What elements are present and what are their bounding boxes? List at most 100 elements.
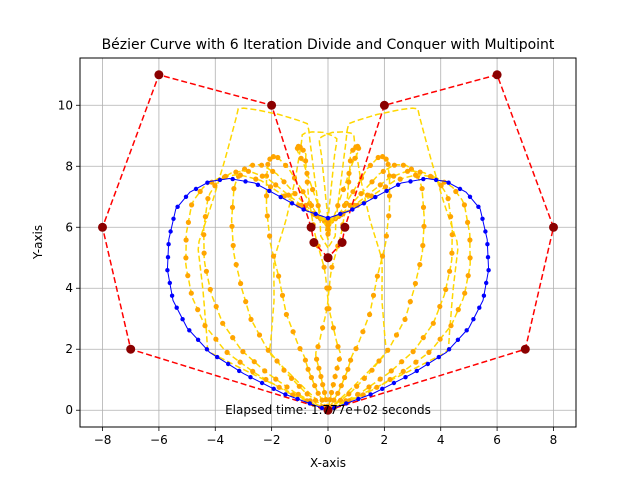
curve-point [480,216,485,221]
intermediate-point [231,186,237,192]
curve-point [289,201,295,206]
y-axis-label: Y-axis [31,225,45,260]
curve-point [195,337,201,342]
curve-point [313,211,318,217]
intermediate-point [262,368,268,374]
y-tick-label: 2 [65,342,73,356]
intermediate-point [412,280,418,287]
curve-point [248,375,253,380]
control-point [126,344,136,354]
intermediate-point [383,156,389,162]
intermediate-point [420,242,426,249]
curve-point [278,194,283,200]
intermediate-point [467,237,473,243]
intermediate-point [397,176,403,182]
intermediate-point [377,182,383,188]
curve-point [338,211,343,217]
intermediate-point [279,292,286,298]
x-tick-label: 0 [324,433,332,447]
intermediate-point [388,368,394,374]
intermediate-point [448,214,454,220]
intermediate-point [445,196,451,202]
intermediate-point [380,168,386,174]
intermediate-point [417,169,423,175]
control-point [154,70,164,80]
intermediate-point [447,268,453,274]
intermediate-point [350,189,356,195]
curve-point [408,179,413,184]
intermediate-point [213,303,219,310]
intermediate-point [259,162,265,168]
intermediate-point [281,193,288,199]
intermediate-point [290,329,296,335]
curve-point [319,405,325,411]
intermediate-point [230,335,236,341]
intermediate-point [310,186,316,193]
intermediate-point [369,367,375,373]
intermediate-point [345,366,351,372]
intermediate-point [348,357,354,363]
intermediate-point [453,188,459,195]
intermediate-point [300,189,306,195]
intermediate-point [346,391,352,397]
curve-point [471,317,476,322]
intermediate-point [308,374,314,381]
intermediate-point [340,186,346,193]
curve-point [243,179,248,184]
intermediate-point [334,365,340,371]
curve-point [477,305,482,310]
intermediate-point [304,179,310,185]
curve-point [436,354,441,360]
curve-point [455,337,461,342]
curve-point [425,361,430,367]
intermediate-point [410,349,416,355]
control-point [323,253,333,263]
intermediate-point [308,202,315,209]
x-tick-label: −8 [94,433,112,447]
curve-point [301,207,306,212]
intermediate-point [292,191,298,197]
curve-point [295,396,300,402]
intermediate-point [441,179,447,185]
plot-area [98,70,558,415]
intermediate-point [382,184,389,190]
curve-point [421,176,426,182]
intermediate-point [315,203,321,209]
intermediate-point [270,154,276,160]
intermediate-point [202,323,208,329]
intermediate-point [267,233,273,239]
intermediate-point [267,184,274,190]
intermediate-point [229,223,235,229]
intermediate-point [350,147,356,153]
intermediate-point [407,299,413,305]
intermediate-point [377,376,383,382]
intermediate-point [332,373,338,380]
intermediate-point [328,389,335,396]
intermediate-point [386,193,393,199]
intermediate-point [331,397,337,403]
curve-point [183,194,189,199]
intermediate-point [243,299,249,305]
intermediate-point [325,231,331,237]
y-tick-label: 10 [58,98,73,112]
control-point [323,405,333,415]
intermediate-point [391,173,397,179]
intermediate-point [346,170,352,176]
curve-point [187,328,192,333]
intermediate-point [353,346,359,352]
intermediate-point [370,292,377,298]
intermediate-point [303,158,309,164]
intermediate-point [314,356,320,362]
intermediate-point [347,158,353,164]
intermediate-point [213,336,219,342]
intermediate-point [233,262,239,268]
intermediate-point [448,323,454,329]
curve-point [267,188,272,194]
intermediate-point [321,389,328,396]
intermediate-point [354,383,360,389]
y-tick-label: 0 [65,403,73,417]
curve-point [484,280,489,286]
intermediate-point [358,191,364,197]
intermediate-point [330,325,336,331]
curve-point [485,255,491,260]
